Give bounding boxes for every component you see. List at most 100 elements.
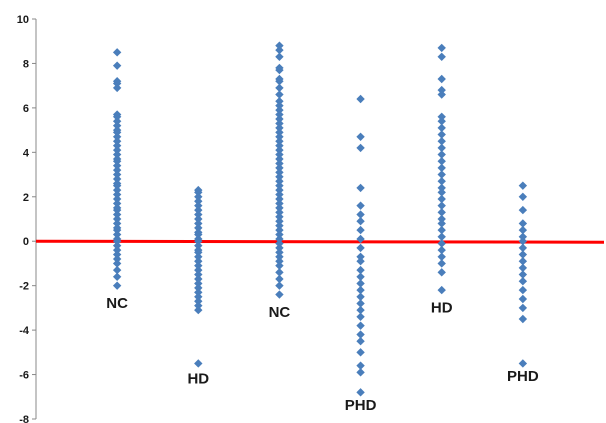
data-point xyxy=(194,305,203,315)
data-point xyxy=(275,234,284,244)
data-point xyxy=(112,225,122,235)
data-point xyxy=(437,85,446,95)
data-point xyxy=(437,268,446,277)
data-point xyxy=(437,208,446,217)
data-point xyxy=(112,141,122,150)
data-point xyxy=(356,361,365,370)
data-point xyxy=(275,83,284,93)
data-point xyxy=(275,132,284,141)
data-point xyxy=(112,199,122,208)
data-point xyxy=(194,192,203,201)
y-tick-label: 10 xyxy=(17,14,29,26)
data-point xyxy=(194,201,203,210)
data-point xyxy=(275,90,284,99)
data-point xyxy=(356,292,365,301)
data-point xyxy=(275,45,284,55)
data-point xyxy=(275,217,284,226)
y-tick-label: 8 xyxy=(23,58,29,70)
data-point xyxy=(356,210,365,219)
data-point xyxy=(275,225,284,235)
data-point xyxy=(275,203,284,213)
data-point xyxy=(437,74,446,84)
data-point xyxy=(356,368,365,377)
data-point xyxy=(518,250,528,259)
data-point xyxy=(518,285,528,295)
data-point xyxy=(194,223,203,233)
data-point xyxy=(112,245,122,255)
y-tick-label: 2 xyxy=(23,192,29,204)
data-point xyxy=(437,137,446,146)
data-point xyxy=(275,185,284,195)
data-point xyxy=(194,261,203,270)
data-point xyxy=(275,141,284,150)
data-point xyxy=(194,279,203,288)
data-point xyxy=(437,201,446,210)
data-point xyxy=(356,132,365,141)
data-point xyxy=(275,181,284,190)
data-point xyxy=(112,170,122,179)
data-point xyxy=(112,181,122,190)
data-point xyxy=(437,219,446,228)
data-point xyxy=(194,237,203,246)
data-point xyxy=(437,117,446,126)
data-point xyxy=(437,259,446,268)
data-point xyxy=(275,110,284,119)
data-point xyxy=(194,248,203,257)
data-point xyxy=(437,90,446,99)
data-point xyxy=(356,252,365,261)
data-point xyxy=(518,359,528,368)
data-point xyxy=(112,150,122,159)
data-point xyxy=(437,130,446,139)
data-point xyxy=(275,268,284,277)
data-point xyxy=(112,214,122,224)
data-point xyxy=(518,263,528,273)
data-point xyxy=(112,254,122,264)
data-point xyxy=(275,212,284,221)
data-point xyxy=(112,237,122,246)
data-point xyxy=(356,321,365,330)
data-point xyxy=(112,241,122,250)
zero-reference-line xyxy=(35,239,605,244)
data-point xyxy=(356,305,365,315)
data-point xyxy=(275,243,284,253)
data-point xyxy=(356,265,365,275)
data-point xyxy=(112,117,122,126)
data-point xyxy=(518,277,528,286)
data-point xyxy=(275,105,284,115)
data-point xyxy=(112,190,122,199)
data-point xyxy=(356,348,365,357)
data-point xyxy=(437,188,446,197)
data-point xyxy=(518,303,528,313)
data-point xyxy=(275,145,284,155)
data-point xyxy=(275,163,284,173)
data-point xyxy=(437,163,446,173)
data-point xyxy=(437,285,446,295)
data-point xyxy=(112,145,122,155)
data-point xyxy=(356,285,365,295)
data-point xyxy=(275,252,284,261)
data-point xyxy=(275,77,284,86)
data-point xyxy=(112,157,122,166)
data-point xyxy=(437,232,446,241)
data-point xyxy=(437,239,446,248)
data-point xyxy=(112,161,122,170)
data-point xyxy=(275,221,284,230)
data-point xyxy=(356,337,365,346)
y-axis: 10 8 6 4 2 0 -2 -4 -6 -8 xyxy=(17,14,37,423)
data-point xyxy=(356,94,365,104)
data-point xyxy=(518,243,528,253)
data-point xyxy=(356,312,365,321)
data-point xyxy=(275,190,284,199)
data-point xyxy=(194,219,203,228)
data-point xyxy=(112,265,122,275)
data-point xyxy=(437,143,446,153)
data-point xyxy=(275,119,284,128)
data-point xyxy=(356,257,365,266)
data-point xyxy=(437,150,446,159)
data-point xyxy=(275,168,284,177)
data-point xyxy=(194,274,203,284)
data-point xyxy=(112,174,122,184)
data-point xyxy=(437,225,446,235)
group-label-hd: HD xyxy=(187,370,209,387)
data-point xyxy=(518,192,528,201)
